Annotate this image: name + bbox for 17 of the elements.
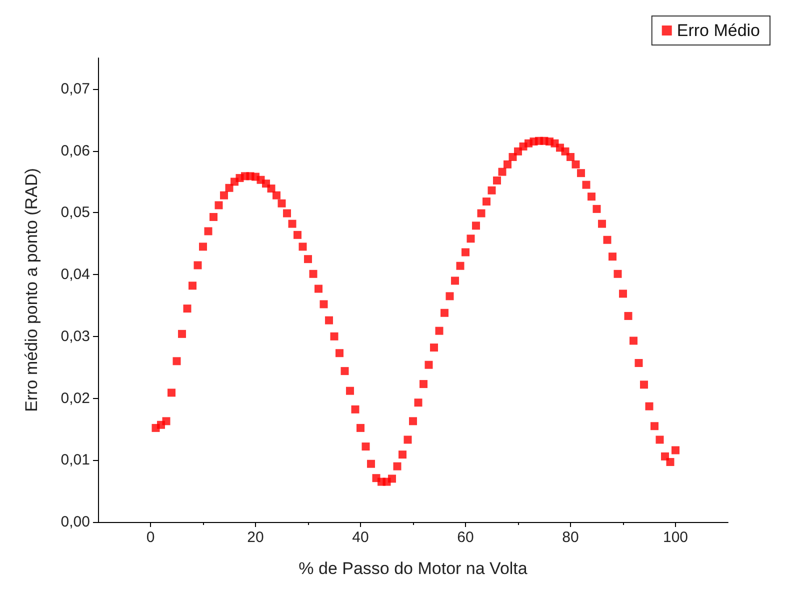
y-tick-label: 0,00	[60, 514, 90, 530]
x-tick-label: 20	[247, 529, 264, 546]
x-tick-label: 100	[662, 529, 688, 546]
y-tick-label: 0,05	[60, 204, 90, 222]
y-tick-label: 0,06	[60, 142, 90, 160]
x-tick-label: 40	[352, 529, 369, 546]
y-tick-label: 0,01	[60, 452, 90, 469]
y-tick-label: 0,02	[60, 390, 90, 407]
x-tick-label: 0	[146, 529, 155, 546]
y-tick-label: 0,03	[60, 328, 90, 345]
legend-label: Erro Médio	[676, 21, 760, 40]
x-tick-label: 80	[562, 529, 579, 546]
x-axis-title: % de Passo do Motor na Volta	[298, 559, 528, 578]
y-tick-label: 0,04	[60, 266, 90, 284]
y-axis-title: Erro médio ponto a ponto (RAD)	[22, 168, 41, 412]
y-tick-label: 0,07	[60, 80, 90, 98]
x-tick-label: 60	[457, 529, 474, 546]
